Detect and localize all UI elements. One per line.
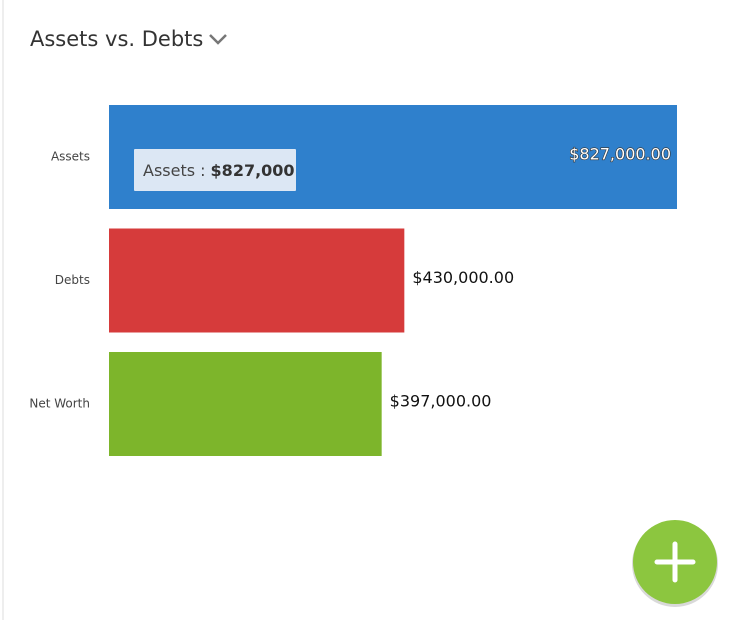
tooltip-box — [132, 147, 298, 193]
chart-title: Assets vs. Debts — [30, 27, 203, 51]
value-label: $397,000.00 — [390, 392, 492, 411]
title-dropdown[interactable] — [209, 34, 227, 45]
add-button-icon — [654, 541, 696, 583]
tooltip-text: Assets : $827,000 — [143, 161, 295, 180]
bar — [109, 352, 382, 456]
value-label: $827,000.00 — [569, 145, 671, 164]
category-label: Debts — [55, 273, 90, 287]
add-button[interactable] — [632, 520, 718, 607]
tooltip-value: $827,000 — [211, 161, 295, 180]
tooltip: Assets : $827,000 — [132, 147, 298, 193]
category-label: Assets — [51, 150, 90, 164]
tooltip-label: Assets : — [143, 161, 206, 180]
category-label: Net Worth — [29, 397, 90, 411]
bar — [109, 228, 405, 333]
value-label: $430,000.00 — [412, 268, 514, 287]
